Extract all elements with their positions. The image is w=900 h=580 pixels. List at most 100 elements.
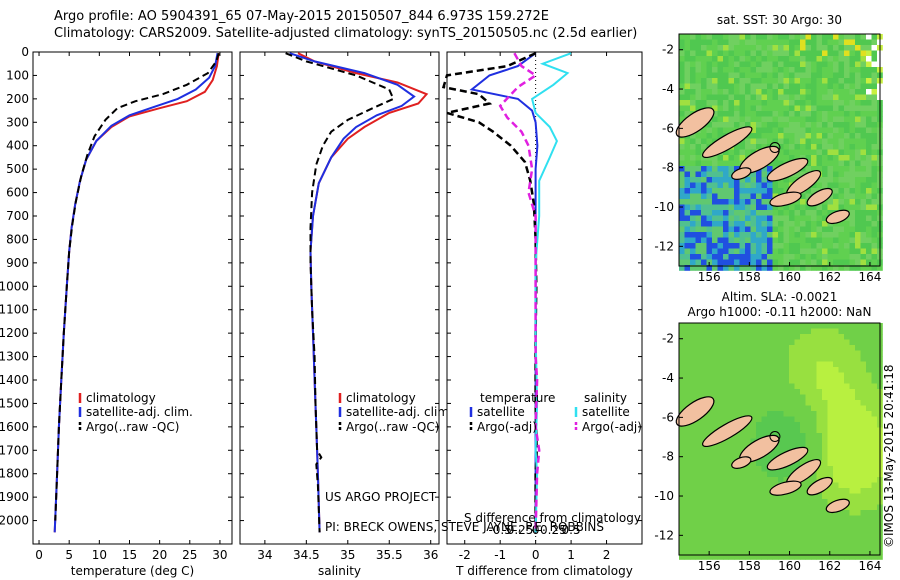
map-cell xyxy=(838,356,845,362)
map-cell xyxy=(772,328,779,335)
map-cell xyxy=(811,50,817,57)
map-cell xyxy=(761,345,768,351)
map-cell xyxy=(816,210,823,216)
map-cell xyxy=(805,221,812,227)
map-cell xyxy=(723,34,729,40)
map-cell xyxy=(855,171,861,178)
map-cell xyxy=(866,433,872,439)
map-cell xyxy=(679,427,685,434)
map-cell xyxy=(717,166,724,172)
map-cell xyxy=(838,537,845,544)
map-cell xyxy=(849,499,856,505)
map-cell xyxy=(778,433,784,439)
map-cell xyxy=(756,111,762,117)
map-cell xyxy=(750,504,757,511)
map-cell xyxy=(855,248,861,255)
map-cell xyxy=(844,323,850,329)
map-cell xyxy=(745,438,751,445)
island xyxy=(675,107,715,138)
map-cell xyxy=(706,488,713,494)
map-cell xyxy=(838,67,845,73)
map-cell xyxy=(712,39,718,46)
map-cell xyxy=(849,345,856,351)
map-cell xyxy=(679,405,685,412)
map-cell xyxy=(866,215,872,222)
x-tick-label: 0 xyxy=(532,548,540,562)
map-cell xyxy=(690,328,696,335)
map-cell xyxy=(756,504,762,511)
map-cell xyxy=(712,133,718,139)
map-cell xyxy=(767,45,773,51)
map-cell xyxy=(849,226,856,233)
map-cell xyxy=(778,532,784,538)
map-cell xyxy=(701,72,707,79)
map-cell xyxy=(706,334,713,340)
map-cell xyxy=(767,389,773,395)
map-cell xyxy=(701,166,707,172)
map-cell xyxy=(844,427,850,434)
map-cell xyxy=(739,477,746,483)
map-cell xyxy=(871,526,878,533)
legend-satellite-label: satellite-adj. clim. xyxy=(346,405,453,419)
x-tick-label: -2 xyxy=(459,548,471,562)
map-cell xyxy=(745,83,751,90)
map-cell xyxy=(695,515,702,522)
map-cell xyxy=(690,78,696,84)
map-cell xyxy=(849,328,856,335)
map-cell xyxy=(739,39,746,46)
map-cell xyxy=(860,265,867,271)
map-cell xyxy=(866,367,872,373)
map-cell xyxy=(778,50,784,57)
map-cell xyxy=(756,323,762,329)
map-cell xyxy=(717,405,724,412)
map-cell xyxy=(789,383,795,390)
map-cell xyxy=(745,532,751,538)
map-cell xyxy=(723,532,729,538)
map-cell xyxy=(844,221,850,227)
map-cell xyxy=(734,334,740,340)
map-cell xyxy=(706,45,713,51)
map-cell xyxy=(849,361,856,368)
map-cell xyxy=(783,144,790,150)
map-cell xyxy=(855,323,861,329)
map-cell xyxy=(679,548,685,555)
map-cell xyxy=(789,155,795,161)
map-cell xyxy=(756,367,762,373)
map-cell xyxy=(734,383,740,390)
map-cell xyxy=(723,455,729,461)
map-cell xyxy=(734,193,740,200)
map-cell xyxy=(745,67,751,73)
map-cell xyxy=(838,254,845,260)
map-cell xyxy=(712,100,718,106)
map-cell xyxy=(767,237,773,244)
map-cell xyxy=(778,94,784,101)
map-cell xyxy=(706,510,713,516)
map-cell xyxy=(679,543,685,549)
map-cell xyxy=(833,372,839,379)
map-cell xyxy=(728,232,735,238)
map-cell xyxy=(750,116,757,123)
map-cell xyxy=(717,339,724,346)
map-cell xyxy=(712,537,718,544)
map-cell xyxy=(860,499,867,505)
map-cell xyxy=(756,78,762,84)
map-cell xyxy=(855,149,861,156)
map-cell xyxy=(827,116,834,123)
map-cell xyxy=(728,210,735,216)
map-cell xyxy=(838,188,845,194)
map-cell xyxy=(838,334,845,340)
x-tick-label: 25 xyxy=(182,548,197,562)
map-cell xyxy=(761,504,768,511)
y-tick-label: 1600 xyxy=(0,420,29,434)
map-cell xyxy=(728,45,735,51)
map-cell xyxy=(827,356,834,362)
map-cell xyxy=(800,210,806,216)
map-cell xyxy=(772,427,779,434)
map-cell xyxy=(717,394,724,401)
map-cell xyxy=(750,554,757,560)
map-cell xyxy=(679,199,685,205)
map-cell xyxy=(778,78,784,84)
map-cell xyxy=(778,471,784,478)
map-cell xyxy=(701,455,707,461)
